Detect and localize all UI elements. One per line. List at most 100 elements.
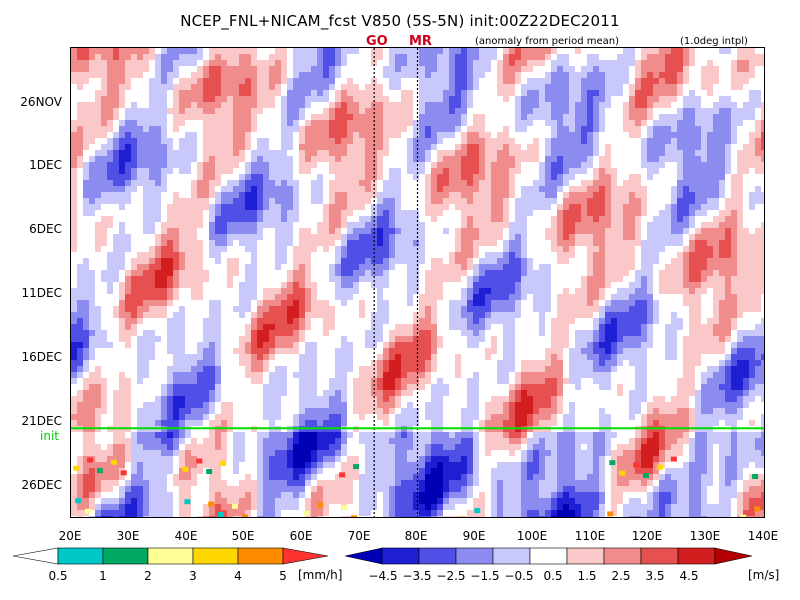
field-cell <box>551 78 558 85</box>
field-cell <box>341 102 348 109</box>
field-cell <box>335 66 342 73</box>
field-cell <box>437 198 444 205</box>
field-cell <box>389 240 396 247</box>
field-cell <box>461 270 468 277</box>
field-cell <box>221 246 228 253</box>
field-cell <box>263 132 270 139</box>
field-cell <box>317 60 324 67</box>
field-cell <box>701 270 708 277</box>
field-cell <box>761 246 764 253</box>
field-cell <box>629 72 636 79</box>
field-cell <box>197 234 204 241</box>
field-cell <box>365 138 372 145</box>
field-cell <box>437 126 444 133</box>
field-cell <box>287 192 294 199</box>
field-cell <box>185 300 192 307</box>
field-cell <box>359 204 366 211</box>
field-cell <box>305 282 312 289</box>
field-cell <box>467 72 474 79</box>
field-cell <box>83 150 90 157</box>
field-cell <box>287 108 294 115</box>
field-cell <box>347 132 354 139</box>
field-cell <box>665 186 672 193</box>
field-cell <box>323 150 330 157</box>
field-cell <box>449 150 456 157</box>
field-cell <box>737 246 744 253</box>
field-cell <box>221 150 228 157</box>
field-cell <box>461 72 468 79</box>
field-cell <box>467 120 474 127</box>
field-cell <box>743 54 750 61</box>
field-cell <box>245 252 252 259</box>
field-cell <box>335 216 342 223</box>
field-cell <box>161 258 168 265</box>
field-cell <box>167 186 174 193</box>
field-cell <box>749 210 756 217</box>
field-cell <box>593 108 600 115</box>
field-cell <box>293 288 300 295</box>
field-cell <box>407 228 414 235</box>
field-cell <box>383 264 390 271</box>
field-cell <box>509 228 516 235</box>
field-cell <box>227 252 234 259</box>
field-cell <box>245 144 252 151</box>
field-cell <box>437 300 444 307</box>
field-cell <box>107 156 114 163</box>
field-cell <box>485 54 492 61</box>
field-cell <box>179 60 186 67</box>
field-cell <box>425 108 432 115</box>
field-cell <box>737 186 744 193</box>
field-cell <box>659 84 666 91</box>
field-cell <box>83 156 90 163</box>
field-cell <box>299 168 306 175</box>
field-cell <box>353 138 360 145</box>
field-cell <box>701 138 708 145</box>
field-cell <box>131 72 138 79</box>
field-cell <box>263 108 270 115</box>
field-cell <box>443 246 450 253</box>
field-cell <box>617 204 624 211</box>
field-cell <box>209 240 216 247</box>
field-cell <box>479 102 486 109</box>
field-cell <box>725 144 732 151</box>
field-cell <box>449 144 456 151</box>
field-cell <box>659 156 666 163</box>
field-cell <box>341 108 348 115</box>
field-cell <box>401 78 408 85</box>
field-cell <box>119 132 126 139</box>
field-cell <box>533 282 540 289</box>
field-cell <box>107 198 114 205</box>
field-cell <box>689 240 696 247</box>
field-cell <box>599 168 606 175</box>
field-cell <box>443 114 450 121</box>
field-cell <box>569 228 576 235</box>
field-cell <box>323 72 330 79</box>
field-cell <box>659 252 666 259</box>
field-cell <box>749 132 756 139</box>
field-cell <box>575 252 582 259</box>
field-cell <box>401 192 408 199</box>
field-cell <box>383 222 390 229</box>
field-cell <box>683 108 690 115</box>
field-cell <box>245 168 252 175</box>
field-cell <box>341 114 348 121</box>
field-cell <box>719 156 726 163</box>
field-cell <box>89 96 96 103</box>
field-cell <box>593 132 600 139</box>
field-cell <box>269 144 276 151</box>
field-cell <box>665 264 672 271</box>
field-cell <box>77 90 84 97</box>
field-cell <box>593 72 600 79</box>
field-cell <box>413 258 420 265</box>
field-cell <box>413 120 420 127</box>
field-cell <box>269 84 276 91</box>
field-cell <box>305 180 312 187</box>
field-cell <box>653 222 660 229</box>
field-cell <box>677 300 684 307</box>
field-cell <box>653 228 660 235</box>
field-cell <box>599 204 606 211</box>
field-cell <box>335 102 342 109</box>
field-cell <box>245 234 252 241</box>
field-cell <box>119 294 126 301</box>
field-cell <box>215 144 222 151</box>
